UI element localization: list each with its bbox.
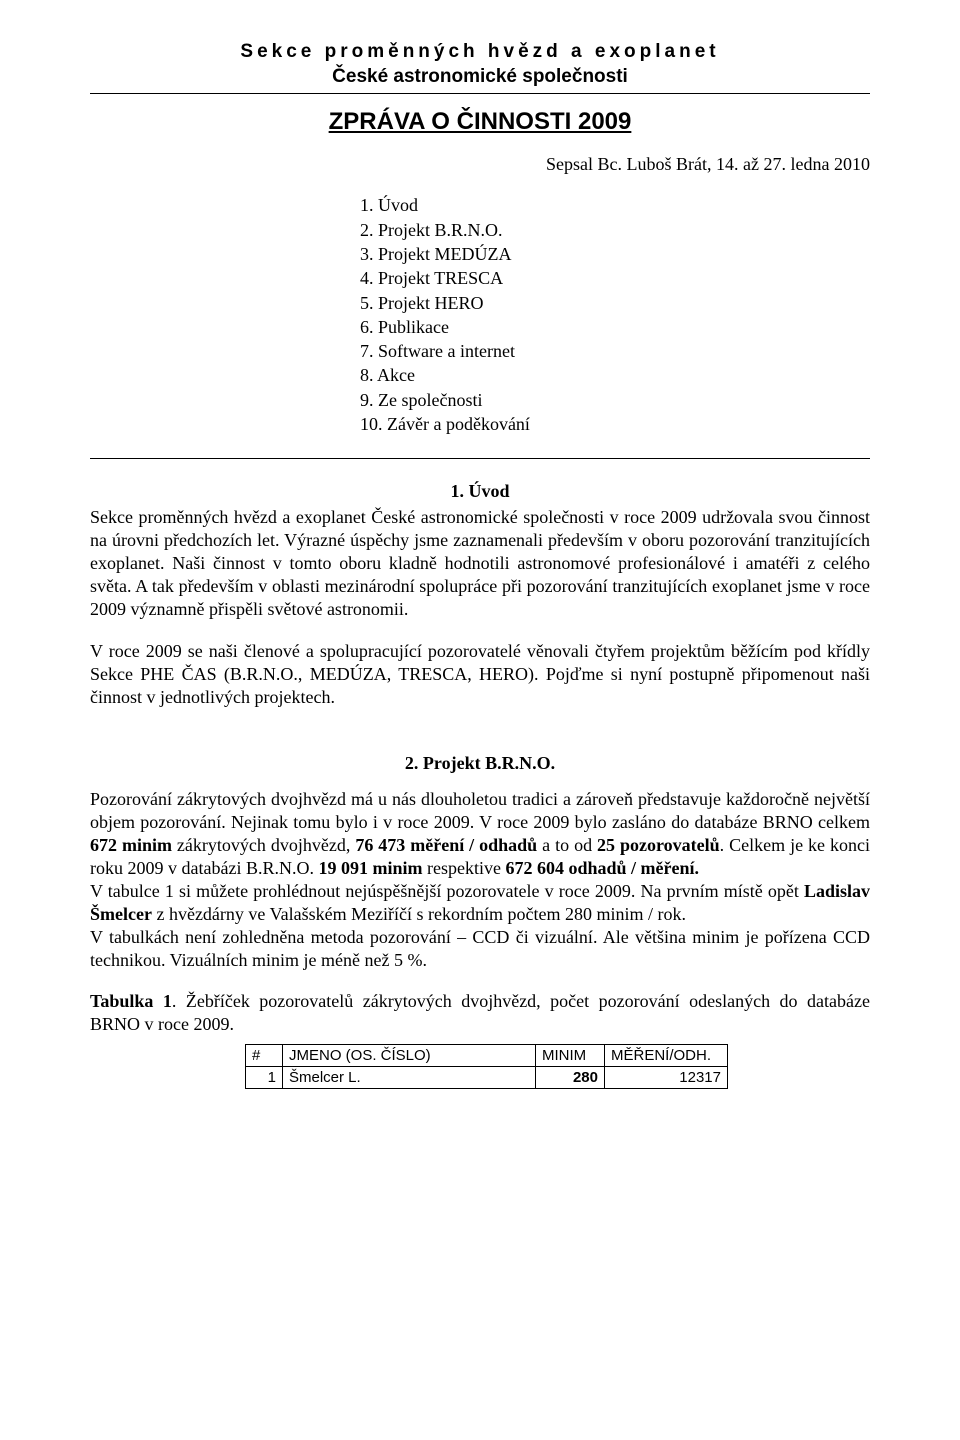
toc-item: 7. Software a internet bbox=[360, 339, 870, 363]
rank-name: Šmelcer L. bbox=[283, 1066, 536, 1088]
section-2-paragraph: Pozorování zákrytových dvojhvězd má u ná… bbox=[90, 788, 870, 880]
rank-minim: 280 bbox=[536, 1066, 605, 1088]
section-1-paragraph: Sekce proměnných hvězd a exoplanet České… bbox=[90, 506, 870, 621]
divider bbox=[90, 458, 870, 459]
table-header-cell: MĚŘENÍ/ODH. bbox=[605, 1044, 728, 1066]
toc-item: 2. Projekt B.R.N.O. bbox=[360, 218, 870, 242]
report-title: ZPRÁVA O ČINNOSTI 2009 bbox=[90, 108, 870, 136]
section-1-paragraph: V roce 2009 se naši členové a spolupracu… bbox=[90, 640, 870, 709]
toc-item: 1. Úvod bbox=[360, 193, 870, 217]
section-2-paragraph: V tabulce 1 si můžete prohlédnout nejúsp… bbox=[90, 880, 870, 926]
rank-index: 1 bbox=[246, 1066, 283, 1088]
table-of-contents: 1. Úvod 2. Projekt B.R.N.O. 3. Projekt M… bbox=[360, 193, 870, 436]
toc-item: 10. Závěr a poděkování bbox=[360, 412, 870, 436]
document-page: Sekce proměnných hvězd a exoplanet České… bbox=[0, 0, 960, 1129]
divider bbox=[90, 93, 870, 94]
author-line: Sepsal Bc. Luboš Brát, 14. až 27. ledna … bbox=[90, 154, 870, 175]
table-caption: Tabulka 1. Žebříček pozorovatelů zákryto… bbox=[90, 990, 870, 1036]
table-header-cell: JMENO (OS. ČÍSLO) bbox=[283, 1044, 536, 1066]
ranking-table: # JMENO (OS. ČÍSLO) MINIM MĚŘENÍ/ODH. 1 … bbox=[245, 1044, 728, 1089]
org-header: Sekce proměnných hvězd a exoplanet České… bbox=[90, 40, 870, 89]
org-name-line1: Sekce proměnných hvězd a exoplanet bbox=[90, 40, 870, 65]
toc-item: 4. Projekt TRESCA bbox=[360, 266, 870, 290]
section-1-title: 1. Úvod bbox=[90, 481, 870, 502]
section-2-title: 2. Projekt B.R.N.O. bbox=[90, 753, 870, 774]
toc-item: 3. Projekt MEDÚZA bbox=[360, 242, 870, 266]
org-name-line2: České astronomické společnosti bbox=[90, 65, 870, 90]
table-header-cell: MINIM bbox=[536, 1044, 605, 1066]
rank-meas: 12317 bbox=[605, 1066, 728, 1088]
table-row: 1 Šmelcer L. 280 12317 bbox=[246, 1066, 728, 1088]
table-header-cell: # bbox=[246, 1044, 283, 1066]
toc-item: 5. Projekt HERO bbox=[360, 291, 870, 315]
section-2-paragraph: V tabulkách není zohledněna metoda pozor… bbox=[90, 926, 870, 972]
toc-item: 6. Publikace bbox=[360, 315, 870, 339]
toc-item: 9. Ze společnosti bbox=[360, 388, 870, 412]
table-header-row: # JMENO (OS. ČÍSLO) MINIM MĚŘENÍ/ODH. bbox=[246, 1044, 728, 1066]
toc-item: 8. Akce bbox=[360, 363, 870, 387]
